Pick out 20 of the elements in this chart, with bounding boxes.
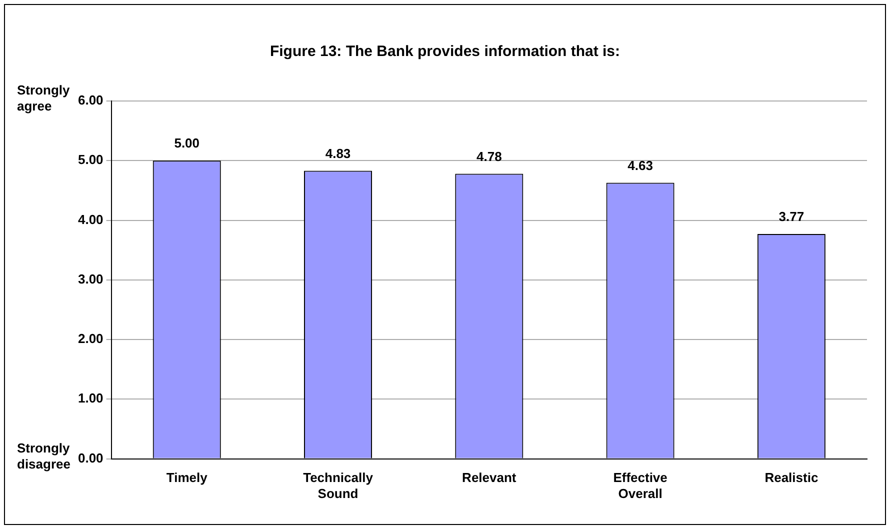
text: Strongly agree <box>17 82 70 114</box>
text: Strongly disagree <box>17 440 70 472</box>
x-tick-label: Effective Overall <box>613 470 668 501</box>
data-label: 4.78 <box>476 148 502 164</box>
data-label: 3.77 <box>778 209 804 224</box>
y-tick-label: 5.00 <box>78 152 104 168</box>
y-tick-label: 0.00 <box>78 450 104 466</box>
data-label: 4.83 <box>325 146 351 161</box>
data-label: 5.00 <box>174 136 200 151</box>
y-tick-label: 4.00 <box>78 212 104 227</box>
x-tick-label: Technically Sound <box>303 470 374 501</box>
y-tick-label: 1.00 <box>78 390 104 406</box>
data-label: 4.63 <box>628 158 653 173</box>
x-tick-label: Relevant <box>462 470 517 486</box>
chart-title: Figure 13: The Bank provides information that is: <box>268 43 622 60</box>
x-tick-label: Timely <box>166 470 208 486</box>
y-tick-label: 6.00 <box>78 92 104 108</box>
y-tick-label: 3.00 <box>78 271 104 286</box>
x-tick-label: Realistic <box>764 470 818 486</box>
y-tick-label: 2.00 <box>78 331 104 346</box>
